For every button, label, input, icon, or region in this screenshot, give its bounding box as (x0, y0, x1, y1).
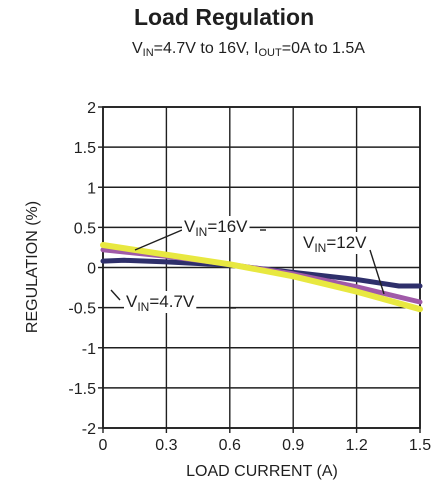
x-tick-label: 0 (99, 437, 108, 454)
y-tick-label: -0.5 (68, 301, 96, 318)
y-tick-label: -1.5 (68, 381, 96, 398)
annotation-label: VIN=16V (184, 217, 248, 239)
y-tick-label: 0.5 (74, 220, 96, 237)
x-tick-label: 0.6 (219, 437, 241, 454)
y-axis-label: REGULATION (%) (24, 201, 41, 333)
x-axis-label: LOAD CURRENT (A) (186, 463, 338, 480)
y-tick-label: 1.5 (74, 140, 96, 157)
tick-labels: 21.510.50-0.5-1-1.5-20 0.3 0.6 0.9 1.2 1.5 (68, 100, 431, 454)
annotation-label: VIN=12V (303, 233, 367, 255)
x-tick-label: 0.3 (155, 437, 177, 454)
annotation-leader (135, 230, 182, 250)
annotation-leader (111, 290, 120, 300)
y-tick-label: -1 (82, 341, 96, 358)
annotation-label: VIN=4.7V (126, 292, 195, 314)
y-tick-label: 0 (87, 261, 96, 278)
annotation-leader (370, 250, 384, 294)
y-tick-label: 1 (87, 180, 96, 197)
x-tick-label: 1.5 (409, 437, 431, 454)
x-tick-label: 1.2 (345, 437, 367, 454)
y-tick-label: -2 (82, 421, 96, 438)
x-tick-label: 0.9 (282, 437, 304, 454)
y-tick-label: 2 (87, 100, 96, 117)
